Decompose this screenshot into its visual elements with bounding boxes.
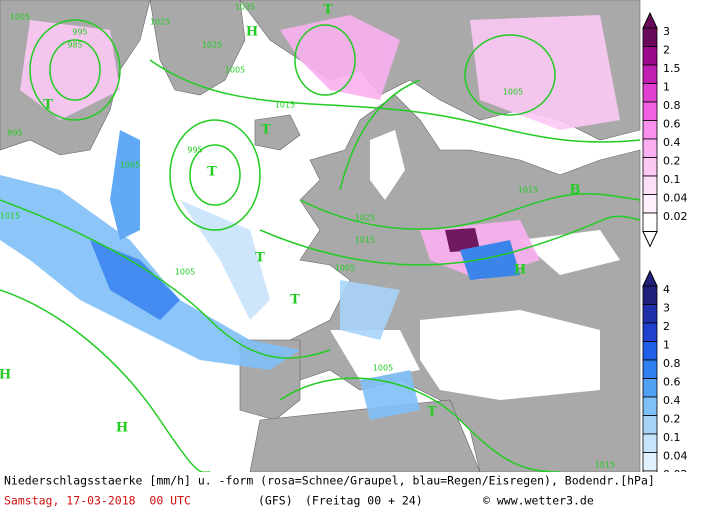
isobar-label: 1015 xyxy=(595,461,615,470)
legend-arrow xyxy=(642,11,658,29)
isobars xyxy=(0,19,641,474)
legend-arrow xyxy=(642,269,658,287)
pressure-center: T xyxy=(261,123,271,138)
legend-swatch xyxy=(642,27,658,47)
isobar-label: 1015 xyxy=(355,236,375,245)
isobar-label: 1025 xyxy=(202,41,222,50)
legend-swatch xyxy=(642,194,658,214)
legend-label: 0.2 xyxy=(663,413,681,426)
inner-seas xyxy=(330,130,620,400)
legend-label: 1.5 xyxy=(663,62,681,75)
run: (Freitag 00 + 24) xyxy=(305,494,423,508)
legend-label: 0.6 xyxy=(663,118,681,131)
isobar-label: 1015 xyxy=(0,212,20,221)
legend-label: 2 xyxy=(663,320,670,333)
legend-swatch xyxy=(642,101,658,121)
pressure-center: T xyxy=(207,165,217,180)
legend-label: 1 xyxy=(663,81,670,94)
legend-label: 0.04 xyxy=(663,192,688,205)
legend-swatch xyxy=(642,378,658,398)
isobar-label: 1005 xyxy=(335,264,355,273)
isobar-label: 1005 xyxy=(120,161,140,170)
pressure-center: H xyxy=(116,421,128,436)
legend-swatch xyxy=(642,83,658,103)
isobar-label: 995 xyxy=(7,129,22,138)
legend-label: 2 xyxy=(663,44,670,57)
legend-swatch xyxy=(642,120,658,140)
isobar-label: 1005 xyxy=(175,268,195,277)
legends: 3 2 1.5 1 0.8 0.6 0.4 0.2 0.1 0.04 0.02 4 3 2 1 0.8 0.6 0… xyxy=(642,11,688,506)
footer-bg xyxy=(0,472,704,513)
legend-swatch xyxy=(642,64,658,84)
isobar-label: 995 xyxy=(72,28,87,37)
pressure-center: T xyxy=(255,251,265,266)
isobar-label: 1005 xyxy=(10,13,30,22)
isobar-label: 995 xyxy=(187,146,202,155)
legend-label: 0.1 xyxy=(663,431,681,444)
map-labels: 1005 995 985 995 T H 1025 1035 T 1005 T 995 1025 1015… xyxy=(0,3,615,470)
legend-swatch xyxy=(642,359,658,379)
legend-label: 1 xyxy=(663,339,670,352)
site: © www.wetter3.de xyxy=(483,494,594,508)
pressure-center: T xyxy=(290,293,300,308)
legend-label: 3 xyxy=(663,302,670,315)
pressure-center: B xyxy=(570,183,581,198)
isobar-label: 1035 xyxy=(235,3,255,12)
legend-label: 0.8 xyxy=(663,357,681,370)
legend-arrow xyxy=(642,231,658,248)
date: Samstag, 17-03-2018 00 UTC xyxy=(4,494,191,508)
model: (GFS) xyxy=(258,494,293,508)
legend-swatch xyxy=(642,212,658,232)
legend-label: 0.04 xyxy=(663,450,688,463)
pressure-center: H xyxy=(0,368,11,383)
legend-label: 0.6 xyxy=(663,376,681,389)
legend-swatch xyxy=(642,322,658,342)
isobar-label: 1015 xyxy=(275,101,295,110)
legend-swatch xyxy=(642,341,658,361)
legend-swatch xyxy=(642,433,658,453)
isobar-label: 1015 xyxy=(518,186,538,195)
legend-label: 0.8 xyxy=(663,99,681,112)
description: Niederschlagsstaerke [mm/h] u. -form (ro… xyxy=(4,474,655,488)
legend-swatch xyxy=(642,415,658,435)
legend-swatch xyxy=(642,304,658,324)
legend-swatch xyxy=(642,175,658,195)
legend-swatch xyxy=(642,285,658,305)
legend-label: 3 xyxy=(663,25,670,38)
pressure-center: H xyxy=(514,263,526,278)
pressure-center: T xyxy=(43,98,53,113)
isobar-label: 985 xyxy=(67,41,82,50)
legend-swatch xyxy=(642,46,658,66)
isobar-label: 1005 xyxy=(225,66,245,75)
legend-label: 0.1 xyxy=(663,173,681,186)
pressure-center: H xyxy=(246,25,258,40)
legend-label: 0.4 xyxy=(663,136,681,149)
pressure-center: T xyxy=(427,405,437,420)
legend-swatch xyxy=(642,452,658,472)
legend-label: 0.4 xyxy=(663,394,681,407)
legend-swatch xyxy=(642,138,658,158)
legend-label: 4 xyxy=(663,283,670,296)
legend-label: 0.2 xyxy=(663,155,681,168)
legend-label: 0.02 xyxy=(663,210,688,223)
isobar-label: 1025 xyxy=(355,214,375,223)
isobar-label: 1005 xyxy=(373,364,393,373)
isobar-label: 1005 xyxy=(503,88,523,97)
legend-swatch xyxy=(642,157,658,177)
legend-swatch xyxy=(642,396,658,416)
isobar-label: 1025 xyxy=(150,18,170,27)
pressure-center: T xyxy=(323,3,333,18)
